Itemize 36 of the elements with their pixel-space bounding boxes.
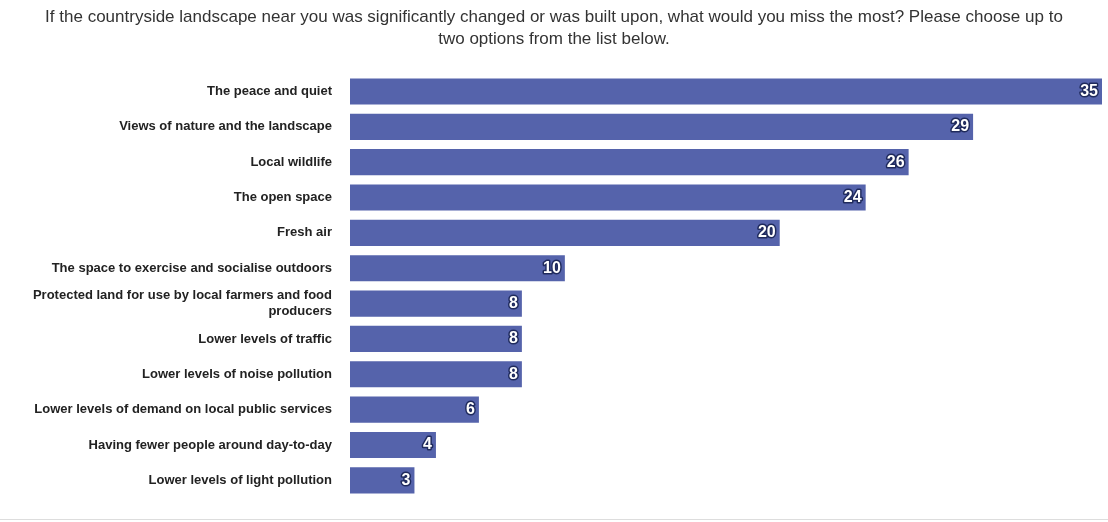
y-tick-label: Fresh air	[277, 224, 332, 240]
data-label: 6	[466, 400, 476, 418]
data-label: 3	[401, 470, 411, 488]
data-label: 35	[1080, 81, 1099, 99]
y-tick-label: Views of nature and the landscape	[119, 118, 332, 134]
bar	[350, 184, 866, 211]
bar	[350, 149, 909, 176]
data-label: 26	[886, 152, 905, 170]
bar	[350, 431, 436, 459]
bar	[350, 219, 780, 246]
bar	[350, 290, 522, 317]
data-label: 8	[508, 329, 518, 347]
y-tick-label: Lower levels of demand on local public services	[34, 401, 332, 417]
chart-title: If the countryside landscape near you was significantly changed or was built upon, what would you miss the most? Please choose up to two options from the list below.	[44, 6, 1064, 50]
data-label: 8	[508, 364, 518, 382]
data-label: 10	[543, 258, 561, 276]
bar	[350, 255, 565, 282]
data-label: 4	[423, 435, 433, 453]
bar	[350, 361, 522, 388]
data-label: 24	[843, 187, 862, 205]
y-tick-label: The peace and quiet	[207, 83, 333, 99]
y-tick-label: Local wildlife	[250, 153, 332, 169]
bar	[350, 325, 522, 352]
data-label: 20	[757, 223, 776, 241]
y-tick-label: The open space	[233, 189, 332, 205]
y-tick-label: Lower levels of traffic	[198, 330, 332, 346]
data-label: 29	[951, 117, 970, 135]
bar	[350, 396, 479, 423]
bar	[350, 78, 1102, 105]
y-tick-label: Lower levels of noise pollution	[142, 365, 333, 381]
y-tick-label: Protected land for use by local farmers and food producers	[32, 287, 333, 318]
y-tick-label: Having fewer people around day-to-day	[88, 436, 333, 452]
data-label: 8	[508, 293, 518, 311]
bar	[350, 113, 974, 140]
y-tick-label: The space to exercise and socialise outdoors	[51, 259, 332, 275]
y-tick-label: Lower levels of light pollution	[148, 471, 333, 487]
